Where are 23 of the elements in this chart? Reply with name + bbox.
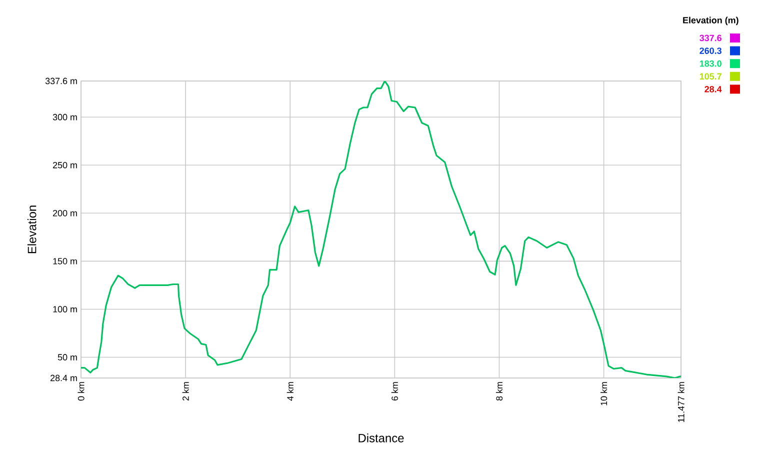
x-tick-label: 10 km bbox=[600, 382, 608, 406]
color-bar-label: 105.7 bbox=[700, 73, 722, 80]
color-bar-label: 260.3 bbox=[700, 48, 722, 54]
color-bar-title: Elevation (m) bbox=[683, 16, 738, 26]
x-tick-label: 0 km bbox=[78, 382, 84, 401]
color-bar-label: 337.6 bbox=[700, 34, 722, 42]
x-tick-label: 6 km bbox=[391, 382, 398, 400]
y-tick-label: 250 m bbox=[53, 162, 77, 168]
y-tick-label: 337.6 m bbox=[45, 78, 77, 84]
x-tick-label: 2 km bbox=[182, 382, 189, 400]
color-bar-label: 183.0 bbox=[700, 60, 722, 67]
color-bar-label: 28.4 bbox=[704, 86, 722, 92]
x-tick-label: 8 km bbox=[496, 382, 503, 401]
y-tick-label: 200 m bbox=[53, 210, 77, 216]
x-tick-label: 4 km bbox=[286, 382, 294, 401]
y-tick-label: 28.4 m bbox=[50, 374, 77, 382]
x-axis-title: Distance bbox=[358, 434, 404, 442]
y-tick-label: 150 m bbox=[53, 258, 77, 264]
y-tick-label: 300 m bbox=[52, 114, 77, 120]
y-tick-label: 50 m bbox=[58, 354, 77, 360]
y-tick-label: 100 m bbox=[53, 306, 77, 312]
y-axis-title: Elevation bbox=[27, 206, 36, 254]
x-tick-label: 11.477 km bbox=[678, 382, 684, 422]
